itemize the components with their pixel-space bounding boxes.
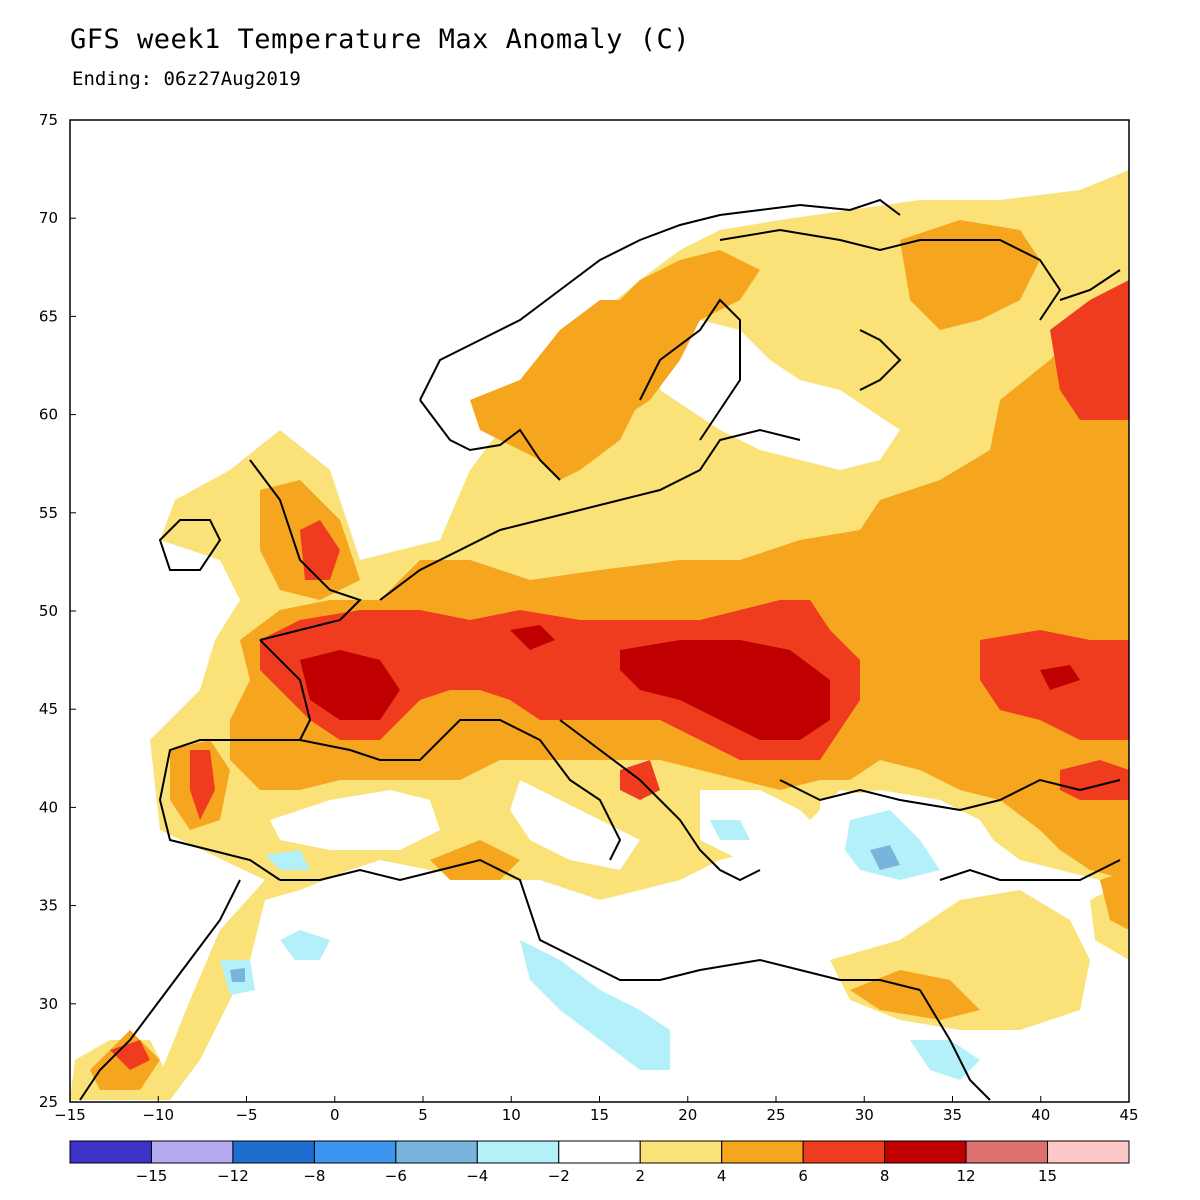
colorbar-label: 2 <box>635 1167 645 1185</box>
colorbar-swatch <box>721 1140 804 1164</box>
colorbar-swatch <box>232 1140 315 1164</box>
lat-tick-labels: 25 30 35 40 45 50 55 60 65 70 75 <box>39 111 76 1111</box>
lat-tick-label: 65 <box>39 307 58 325</box>
lon-tick-label: −15 <box>54 1106 86 1124</box>
lon-tick-label: 0 <box>330 1106 340 1124</box>
colorbar-label: −8 <box>303 1167 325 1185</box>
lon-tick-label: 20 <box>678 1106 697 1124</box>
colorbar-swatch <box>395 1140 478 1164</box>
colorbar-swatch <box>965 1140 1049 1164</box>
colorbar-label: 12 <box>957 1167 976 1185</box>
colorbar-swatch <box>558 1140 641 1164</box>
lat-tick-label: 75 <box>39 111 58 129</box>
colorbar-swatch <box>150 1140 234 1164</box>
lon-tick-label: 15 <box>590 1106 609 1124</box>
lon-tick-label: 25 <box>766 1106 785 1124</box>
lat-tick-label: 55 <box>39 504 58 522</box>
colorbar-label: −15 <box>136 1167 168 1185</box>
colorbar-swatch <box>69 1140 152 1164</box>
lon-tick-label: 40 <box>1031 1106 1050 1124</box>
lon-tick-label: 10 <box>502 1106 521 1124</box>
colorbar-swatch <box>1047 1140 1130 1164</box>
colorbar: −15 −12 −8 −6 −4 −2 2 4 6 8 12 15 <box>69 1140 1130 1185</box>
colorbar-swatch <box>639 1140 723 1164</box>
anomaly-fields <box>70 170 1129 1100</box>
chart-subtitle: Ending: 06z27Aug2019 <box>72 68 301 90</box>
lon-tick-label: 30 <box>855 1106 874 1124</box>
lat-tick-label: 50 <box>39 602 58 620</box>
lon-tick-label: 5 <box>418 1106 428 1124</box>
anomaly-8-12-region <box>300 625 1080 740</box>
colorbar-swatch <box>313 1140 397 1164</box>
colorbar-label: −12 <box>217 1167 249 1185</box>
colorbar-label: 15 <box>1038 1167 1057 1185</box>
lon-tick-label: 35 <box>943 1106 962 1124</box>
lat-tick-label: 45 <box>39 700 58 718</box>
lat-tick-label: 60 <box>39 406 58 424</box>
lat-tick-label: 30 <box>39 995 58 1013</box>
colorbar-swatch <box>884 1140 967 1164</box>
lat-tick-label: 25 <box>39 1093 58 1111</box>
colorbar-label: −4 <box>466 1167 488 1185</box>
colorbar-label: 6 <box>798 1167 808 1185</box>
lon-tick-label: 45 <box>1119 1106 1138 1124</box>
anomaly-minus-4-6-region <box>230 845 900 982</box>
lat-tick-label: 70 <box>39 209 58 227</box>
lon-tick-label: −10 <box>142 1106 174 1124</box>
colorbar-swatch <box>476 1140 560 1164</box>
chart-title: GFS week1 Temperature Max Anomaly (C) <box>70 24 690 55</box>
lon-tick-label: −5 <box>235 1106 257 1124</box>
colorbar-label: 4 <box>717 1167 727 1185</box>
colorbar-label: 8 <box>880 1167 890 1185</box>
coastlines <box>79 198 1121 1101</box>
colorbar-label: −6 <box>385 1167 407 1185</box>
colorbar-label: −2 <box>548 1167 570 1185</box>
lon-tick-labels: −15 −10 −5 0 5 10 15 20 25 30 35 40 45 <box>54 1096 1139 1124</box>
colorbar-swatch <box>802 1140 886 1164</box>
lat-tick-label: 35 <box>39 897 58 915</box>
lat-tick-label: 40 <box>39 798 58 816</box>
